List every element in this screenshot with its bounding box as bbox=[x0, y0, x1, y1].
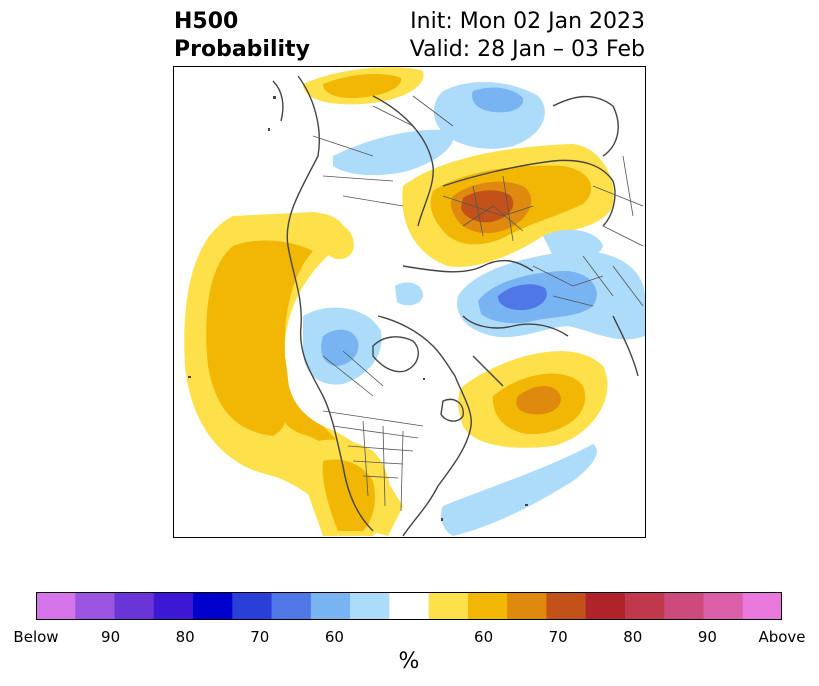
colorbar-tick-label: 70 bbox=[548, 628, 568, 646]
colorbar-cell bbox=[585, 592, 626, 620]
colorbar-tick-label: 60 bbox=[474, 628, 494, 646]
colorbar-cell bbox=[153, 592, 194, 620]
colorbar-tick-label: Below bbox=[13, 628, 59, 646]
colorbar-frame bbox=[36, 592, 782, 620]
political-borders bbox=[312, 95, 644, 512]
colorbar-tick-label: Above bbox=[758, 628, 806, 646]
above-normal-shading bbox=[184, 67, 614, 536]
title-init-date: Init: Mon 02 Jan 2023 bbox=[410, 9, 645, 34]
colorbar-cell bbox=[624, 592, 665, 620]
colorbar-cell bbox=[114, 592, 155, 620]
colorbar-cell bbox=[507, 592, 547, 620]
colorbar-tick-label: 80 bbox=[623, 628, 643, 646]
map-frame bbox=[173, 66, 646, 538]
colorbar-cell bbox=[350, 592, 390, 620]
below-normal-shading bbox=[302, 81, 645, 536]
colorbar-cell bbox=[193, 592, 233, 620]
colorbar-tick-label: 90 bbox=[101, 628, 121, 646]
colorbar-cell bbox=[546, 592, 587, 620]
colorbar-tick-label: 60 bbox=[324, 628, 344, 646]
title-variable: H500 bbox=[174, 9, 239, 34]
colorbar-cell bbox=[232, 592, 273, 620]
colorbar-cell bbox=[703, 592, 744, 620]
colorbar-cell bbox=[271, 592, 312, 620]
colorbar bbox=[36, 592, 782, 620]
title-field: Probability bbox=[174, 37, 310, 62]
probability-map bbox=[173, 66, 646, 538]
colorbar-cell bbox=[36, 592, 76, 620]
title-valid-range: Valid: 28 Jan – 03 Feb bbox=[409, 37, 645, 62]
colorbar-cell bbox=[428, 592, 469, 620]
coastlines bbox=[272, 75, 639, 537]
colorbar-cell bbox=[664, 592, 704, 620]
colorbar-cell bbox=[467, 592, 508, 620]
map-title-right: Init: Mon 02 Jan 2023 Valid: 28 Jan – 03… bbox=[410, 8, 645, 64]
colorbar-tick-label: 70 bbox=[250, 628, 270, 646]
map-title-left: H500 Probability bbox=[174, 8, 310, 64]
colorbar-unit-label: % bbox=[398, 649, 420, 674]
colorbar-cell bbox=[389, 592, 430, 620]
colorbar-tick-label: 80 bbox=[175, 628, 195, 646]
colorbar-cell bbox=[310, 592, 351, 620]
colorbar-tick-label: 90 bbox=[697, 628, 717, 646]
colorbar-cell bbox=[75, 592, 116, 620]
colorbar-cell bbox=[742, 592, 782, 620]
islands bbox=[188, 96, 528, 521]
